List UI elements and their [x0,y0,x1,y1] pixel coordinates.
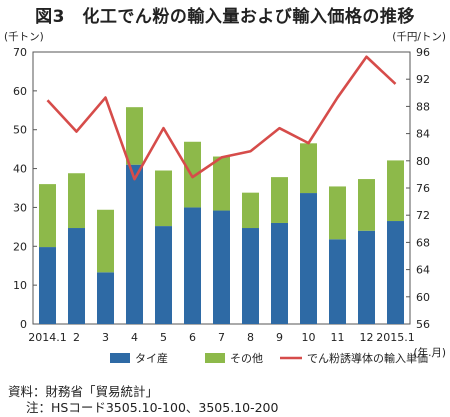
bar-thai [387,221,404,324]
left-axis-label: (千トン) [4,31,44,43]
x-axis-label: (年.月) [413,346,446,359]
x-tick-label: 8 [247,331,254,344]
right-tick-label: 64 [416,264,430,277]
left-tick-label: 60 [13,85,27,98]
x-tick-label: 2 [73,331,80,344]
line-layer [46,55,397,181]
bar-other [155,170,172,227]
legend-swatch [205,353,225,363]
bar-other [242,192,259,229]
left-tick-label: 20 [13,240,27,253]
legend-label: タイ産 [135,352,168,365]
right-tick-label: 96 [416,46,430,59]
bar-other [358,179,375,231]
source-note: 資料：財務省「貿易統計」 [8,384,159,399]
right-axis-label: (千円/トン) [392,31,446,43]
x-tick-label: 2014.1 [28,331,67,344]
bar-other [39,184,56,248]
combo-chart: 0102030405060705660646872768084889296(千ト… [4,31,446,365]
chart-title: 図3 化工でん粉の輸入量および輸入価格の推移 [35,7,415,27]
x-tick-label: 6 [189,331,196,344]
x-tick-label: 2015.1 [376,331,415,344]
bars-layer [39,107,404,324]
notes: 資料：財務省「貿易統計」 注：HSコード3505.10-100、3505.10-… [8,384,278,416]
bar-thai [184,207,201,324]
bar-thai [126,164,143,324]
bar-thai [242,228,259,324]
right-tick-label: 76 [416,182,430,195]
right-tick-label: 88 [416,100,430,113]
bar-thai [97,272,114,324]
bar-thai [155,226,172,324]
legend-layer: タイ産 その他 でん粉誘導体の輸入単価 [110,351,428,365]
left-tick-label: 50 [13,124,27,137]
hs-code-note: 注：HSコード3505.10-100、3505.10-200 [26,400,279,415]
right-tick-label: 68 [416,236,430,249]
bar-thai [39,247,56,324]
x-tick-label: 3 [102,331,109,344]
bar-thai [329,239,346,324]
right-tick-label: 92 [416,73,430,86]
bar-thai [68,228,85,324]
x-tick-label: 12 [360,331,374,344]
left-tick-label: 70 [13,46,27,59]
bar-thai [271,222,288,324]
bar-other [97,209,114,273]
left-tick-label: 10 [13,279,27,292]
bar-thai [300,193,317,324]
x-tick-label: 9 [276,331,283,344]
left-tick-label: 30 [13,201,27,214]
bar-thai [213,210,230,324]
x-tick-label: 4 [131,331,138,344]
bar-other [387,160,404,222]
bar-other [300,143,317,194]
x-tick-label: 10 [302,331,316,344]
left-tick-label: 0 [20,318,27,331]
right-tick-label: 60 [416,291,430,304]
bar-other [271,177,288,223]
right-tick-label: 80 [416,155,430,168]
right-tick-label: 72 [416,209,430,222]
labels-layer: 0102030405060705660646872768084889296(千ト… [4,31,446,359]
bar-other [126,107,143,165]
bar-other [213,156,230,211]
x-tick-label: 11 [331,331,345,344]
bar-other [329,186,346,240]
price-line [46,55,397,181]
right-tick-label: 56 [416,318,430,331]
left-tick-label: 40 [13,163,27,176]
bar-other [68,173,85,229]
x-tick-label: 5 [160,331,167,344]
right-tick-label: 84 [416,128,430,141]
x-tick-label: 7 [218,331,225,344]
bar-thai [358,230,375,324]
legend-label: その他 [230,352,263,365]
legend-label: でん粉誘導体の輸入単価 [307,351,428,365]
legend-swatch [110,353,130,363]
